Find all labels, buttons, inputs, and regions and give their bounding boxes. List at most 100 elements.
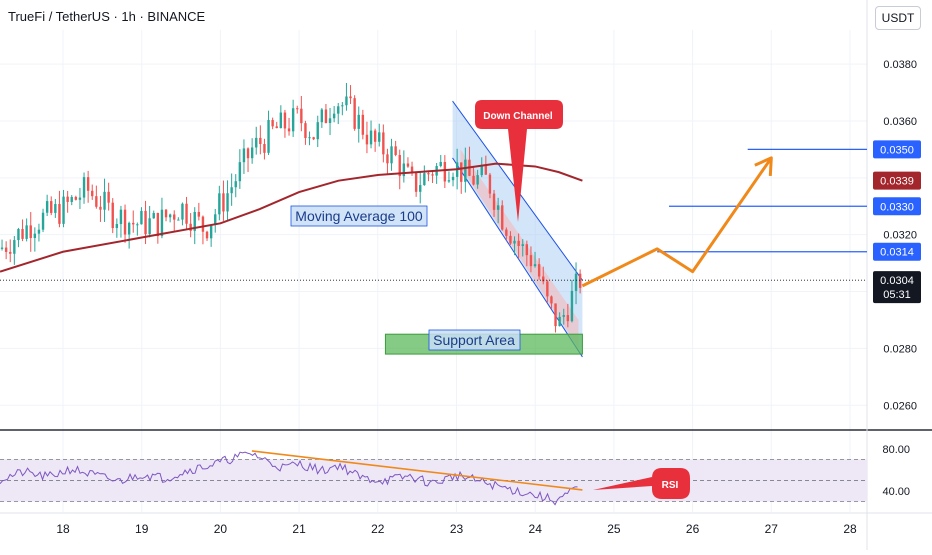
candle-body (91, 190, 94, 197)
candle-body (148, 218, 151, 235)
candle-body (345, 96, 348, 106)
candle-body (566, 315, 570, 322)
candle-body (127, 222, 131, 235)
candle-body (300, 108, 303, 124)
candle-body (361, 114, 365, 135)
candle-body (275, 126, 278, 129)
candle-body (304, 123, 307, 138)
down-channel-callout-shape (475, 100, 563, 222)
candle-body (4, 247, 8, 252)
time-tick-label: 28 (843, 522, 857, 536)
support-area-label-text: Support Area (433, 332, 515, 348)
candle-body (308, 137, 311, 139)
candle-body (119, 209, 123, 225)
candle-body (189, 223, 192, 231)
candle-body (332, 113, 336, 119)
candle-body (324, 109, 328, 123)
candle-body (185, 203, 188, 224)
currency-button[interactable]: USDT (875, 6, 921, 30)
level-marker: 0.0350 (873, 140, 921, 159)
level-marker-box (873, 140, 921, 159)
candle-body (132, 222, 135, 225)
candle-body (488, 174, 492, 194)
candle-body (263, 144, 266, 153)
candle-body (181, 203, 184, 220)
candle-body (70, 196, 73, 202)
time-tick-label: 25 (607, 522, 621, 536)
candle-body (373, 130, 377, 142)
candle-body (107, 191, 110, 203)
candle-body (45, 201, 49, 213)
candle-body (259, 137, 262, 145)
candle-body (140, 210, 143, 225)
candle-body (513, 240, 516, 244)
projection-path (581, 157, 773, 288)
candle-body (291, 108, 295, 132)
candle-body (501, 205, 504, 230)
level-marker-box (873, 197, 921, 216)
rsi-tick-label: 40.00 (882, 486, 910, 498)
candle-body (82, 177, 86, 198)
candle-body (431, 174, 434, 176)
candle-body (50, 201, 53, 213)
candle-body (525, 244, 529, 256)
candle-body (570, 290, 574, 322)
candle-body (136, 224, 139, 226)
moving-average-label: Moving Average 100 (290, 205, 428, 227)
candle-body (312, 137, 315, 140)
candle-body (410, 166, 414, 173)
candle-body (234, 181, 237, 188)
candle-body (386, 154, 389, 164)
symbol-title[interactable]: TrueFi / TetherUS · 1h · BINANCE (8, 9, 206, 24)
candle-body (464, 159, 467, 182)
candle-body (505, 229, 508, 236)
level-marker-text: 0.0314 (880, 247, 914, 259)
candle-body (271, 120, 274, 127)
candle-body (484, 165, 488, 175)
time-tick-label: 23 (450, 522, 464, 536)
candle-body (550, 296, 553, 304)
candle-body (574, 273, 578, 291)
candle-body (365, 134, 369, 145)
candle-body (558, 316, 561, 327)
candle-body (537, 264, 541, 277)
candle-body (316, 122, 319, 140)
candle-body (230, 187, 233, 194)
candle-body (177, 219, 180, 221)
candle-body (320, 109, 324, 123)
candle-body (382, 132, 385, 155)
level-marker: 0.0314 (873, 242, 921, 261)
time-tick-label: 24 (529, 522, 543, 536)
candles (0, 82, 582, 333)
candle-body (394, 146, 397, 155)
rsi-trendline (251, 450, 583, 491)
candle-body (238, 162, 242, 182)
candle-body (37, 229, 41, 234)
down-channel-callout-text: Down Channel (483, 111, 553, 122)
time-tick-label: 19 (135, 522, 149, 536)
candle-body (390, 146, 393, 164)
candle-body (279, 112, 283, 129)
candle-body (267, 120, 270, 153)
candle-body (17, 229, 20, 241)
rsi-callout-text: RSI (662, 480, 679, 491)
candle-body (533, 264, 537, 267)
candle-body (349, 96, 352, 99)
last-price-marker: 0.0304 05:31 (873, 271, 921, 304)
candle-body (164, 209, 168, 218)
candle-body (160, 209, 164, 237)
candle-body (95, 196, 98, 207)
candle-body (427, 173, 430, 175)
level-marker: 0.0330 (873, 197, 921, 216)
candle-body (41, 212, 45, 230)
candle-body (156, 212, 160, 237)
candle-body (123, 209, 127, 235)
ma-marker: 0.0339 (873, 171, 921, 190)
candle-body (443, 161, 447, 182)
candle-body (398, 154, 401, 177)
candle-body (496, 205, 500, 210)
candle-body (222, 193, 225, 212)
candle-body (578, 273, 582, 288)
